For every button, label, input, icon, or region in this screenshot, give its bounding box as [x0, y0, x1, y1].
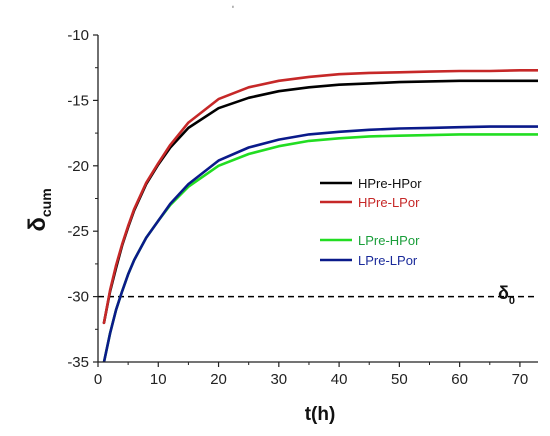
stray-mark: ʹ — [232, 5, 234, 16]
y-tick-label: -35 — [67, 354, 89, 371]
legend: HPre-HPor HPre-LPor LPre-HPor LPre-LPor — [320, 176, 422, 268]
plot-area — [98, 69, 538, 362]
legend-label: HPre-HPor — [358, 176, 422, 191]
y-tick-label: -15 — [67, 92, 89, 109]
x-tick-label: 40 — [331, 371, 348, 388]
x-tick-label: 30 — [270, 371, 287, 388]
axes: -35 -30 -25 -20 -15 -10 0 10 20 30 40 50 60 70 — [67, 27, 538, 388]
x-tick-label: 0 — [94, 371, 102, 388]
y-axis-title: δcum — [24, 188, 54, 231]
y-tick-label: -20 — [67, 158, 89, 175]
y-axis-title-sub: cum — [38, 188, 54, 217]
reference-line-label: δ0 — [498, 283, 515, 307]
series-line-lpre-hpor — [102, 133, 538, 362]
y-tick-label: -30 — [67, 289, 89, 306]
y-tick-label: -10 — [67, 27, 89, 44]
x-tick-label: 60 — [451, 371, 468, 388]
series-line-hpre-lpor — [102, 69, 538, 325]
x-tick-label: 20 — [210, 371, 227, 388]
reference-line-label-sub: 0 — [509, 295, 515, 307]
legend-label: LPre-LPor — [358, 253, 418, 268]
reference-line-label-main: δ — [498, 283, 509, 303]
y-axis-title-main: δ — [24, 217, 51, 232]
y-tick-label: -25 — [67, 223, 89, 240]
legend-label: HPre-LPor — [358, 195, 420, 210]
x-tick-label: 50 — [391, 371, 408, 388]
x-tick-label: 70 — [512, 371, 529, 388]
x-axis-title: t(h) — [305, 404, 336, 425]
series-line-lpre-lpor — [102, 125, 538, 362]
legend-label: LPre-HPor — [358, 233, 420, 248]
x-tick-label: 10 — [150, 371, 167, 388]
